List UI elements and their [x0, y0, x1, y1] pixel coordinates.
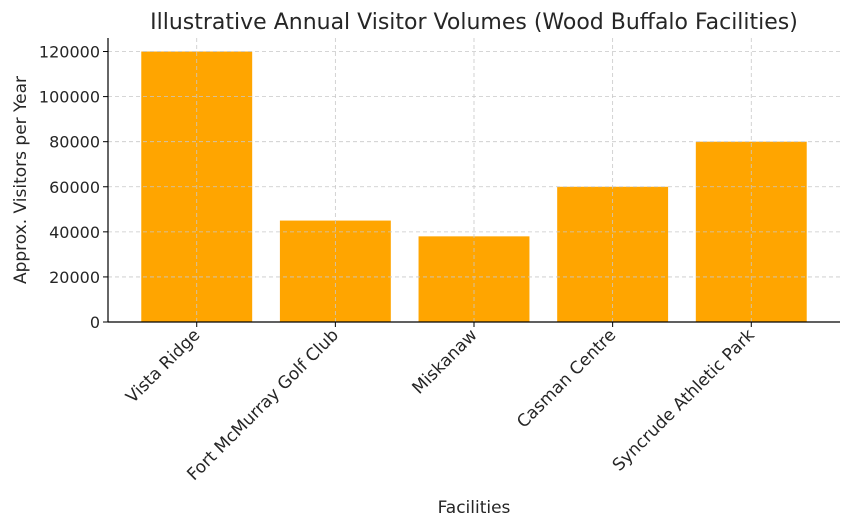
- x-axis-label: Facilities: [438, 498, 511, 518]
- y-tick-label: 20000: [49, 268, 100, 287]
- chart-title: Illustrative Annual Visitor Volumes (Woo…: [150, 10, 798, 35]
- y-tick-label: 100000: [39, 88, 100, 107]
- y-tick-label: 80000: [49, 133, 100, 152]
- y-axis-ticks: 0 20000 40000 60000 80000 100000 120000: [39, 43, 108, 332]
- x-tick-label: Casman Centre: [513, 325, 620, 432]
- x-tick-label: Syncrude Athletic Park: [609, 325, 759, 475]
- y-axis-label: Approx. Visitors per Year: [11, 76, 31, 284]
- x-tick-label: Miskanaw: [408, 325, 481, 398]
- x-tick-label: Fort McMurray Golf Club: [183, 325, 342, 484]
- y-tick-label: 60000: [49, 178, 100, 197]
- grid: [108, 38, 840, 323]
- y-tick-label: 40000: [49, 223, 100, 242]
- y-tick-label: 0: [90, 313, 100, 332]
- y-tick-label: 120000: [39, 43, 100, 62]
- x-tick-label: Vista Ridge: [122, 325, 204, 407]
